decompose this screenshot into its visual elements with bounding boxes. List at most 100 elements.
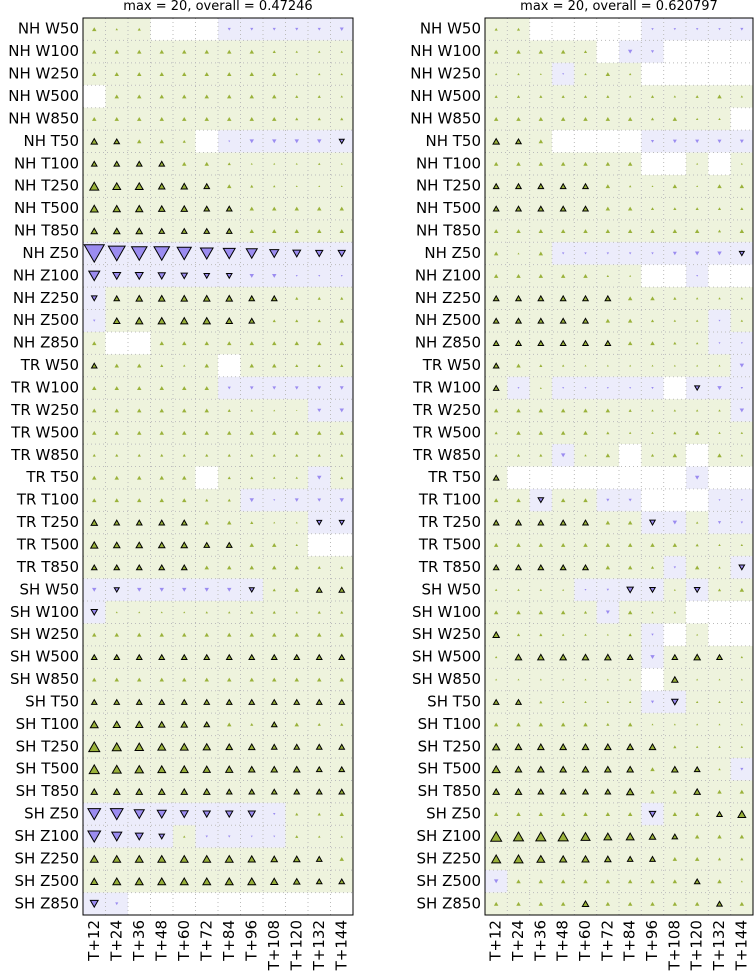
triangle — [581, 788, 590, 795]
cell-bg — [619, 18, 642, 41]
triangle — [605, 543, 611, 547]
triangle — [89, 877, 99, 885]
triangle — [113, 653, 121, 660]
triangle — [538, 722, 544, 727]
triangle — [739, 901, 745, 906]
triangle — [514, 317, 523, 324]
triangle — [115, 28, 118, 31]
row-label: SH Z500 — [15, 872, 79, 890]
triangle — [718, 543, 721, 547]
triangle — [539, 95, 543, 98]
triangle — [202, 810, 212, 819]
row-label: TR W250 — [10, 401, 79, 419]
triangle — [489, 830, 503, 842]
triangle — [92, 27, 97, 32]
triangle — [133, 809, 146, 820]
triangle — [740, 95, 744, 98]
cell-bg — [529, 18, 552, 41]
triangle — [673, 95, 677, 98]
triangle — [538, 408, 544, 413]
triangle — [295, 72, 298, 76]
triangle — [696, 162, 699, 165]
triangle — [157, 204, 166, 212]
triangle — [272, 341, 277, 346]
triangle — [560, 901, 566, 906]
cell-bg — [263, 892, 286, 915]
triangle — [225, 294, 234, 302]
x-tick-label: T+48 — [152, 920, 170, 962]
triangle — [583, 879, 588, 884]
row-label: NH W100 — [8, 42, 79, 60]
row-label: SH W500 — [10, 648, 79, 666]
triangle — [295, 319, 299, 323]
triangle — [137, 94, 142, 99]
triangle — [693, 586, 701, 594]
triangle — [293, 788, 301, 795]
triangle — [204, 161, 209, 166]
row-label: SH Z100 — [15, 827, 79, 845]
triangle — [718, 364, 721, 367]
triangle — [183, 611, 186, 614]
triangle — [626, 765, 635, 773]
triangle — [182, 49, 187, 54]
triangle — [517, 252, 520, 255]
triangle — [627, 49, 633, 54]
triangle — [315, 765, 323, 773]
triangle — [114, 677, 119, 682]
triangle — [718, 342, 721, 345]
triangle — [339, 386, 344, 390]
triangle — [559, 765, 568, 773]
triangle — [204, 587, 209, 592]
triangle — [225, 273, 233, 280]
triangle — [249, 632, 254, 637]
triangle — [272, 94, 277, 99]
triangle — [248, 294, 256, 302]
triangle — [292, 855, 301, 863]
cell-bg — [663, 152, 686, 175]
triangle — [557, 831, 570, 842]
triangle — [628, 498, 632, 502]
row-label: NH Z50 — [424, 244, 481, 262]
triangle — [740, 678, 743, 681]
triangle — [182, 430, 187, 435]
triangle — [693, 787, 702, 795]
triangle — [180, 698, 188, 705]
triangle — [250, 476, 254, 480]
triangle — [560, 722, 566, 727]
triangle — [605, 520, 611, 525]
triangle — [494, 453, 498, 457]
triangle — [560, 229, 566, 233]
x-tick-label: T+144 — [732, 920, 750, 971]
triangle — [340, 453, 344, 457]
triangle — [695, 745, 699, 748]
triangle — [159, 116, 164, 121]
triangle — [740, 207, 744, 210]
triangle — [516, 543, 521, 547]
triangle — [717, 879, 722, 884]
triangle — [158, 564, 166, 571]
triangle — [160, 364, 164, 367]
triangle — [340, 835, 343, 838]
triangle — [138, 611, 141, 614]
triangle — [137, 27, 141, 31]
triangle — [249, 229, 254, 233]
triangle — [272, 27, 276, 31]
triangle — [629, 275, 632, 277]
triangle — [292, 249, 302, 258]
triangle — [227, 341, 232, 346]
triangle — [583, 408, 588, 413]
cell-bg — [730, 62, 753, 86]
triangle — [227, 116, 232, 121]
triangle — [605, 812, 611, 817]
triangle — [672, 251, 677, 256]
triangle — [179, 854, 189, 863]
triangle — [225, 743, 234, 751]
triangle — [135, 160, 143, 167]
triangle — [293, 698, 301, 705]
triangle — [514, 743, 523, 751]
row-label: SH T500 — [418, 760, 481, 778]
triangle — [605, 879, 611, 884]
row-label: NH T250 — [416, 177, 481, 195]
triangle — [740, 297, 744, 300]
row-label: NH Z250 — [415, 289, 481, 307]
